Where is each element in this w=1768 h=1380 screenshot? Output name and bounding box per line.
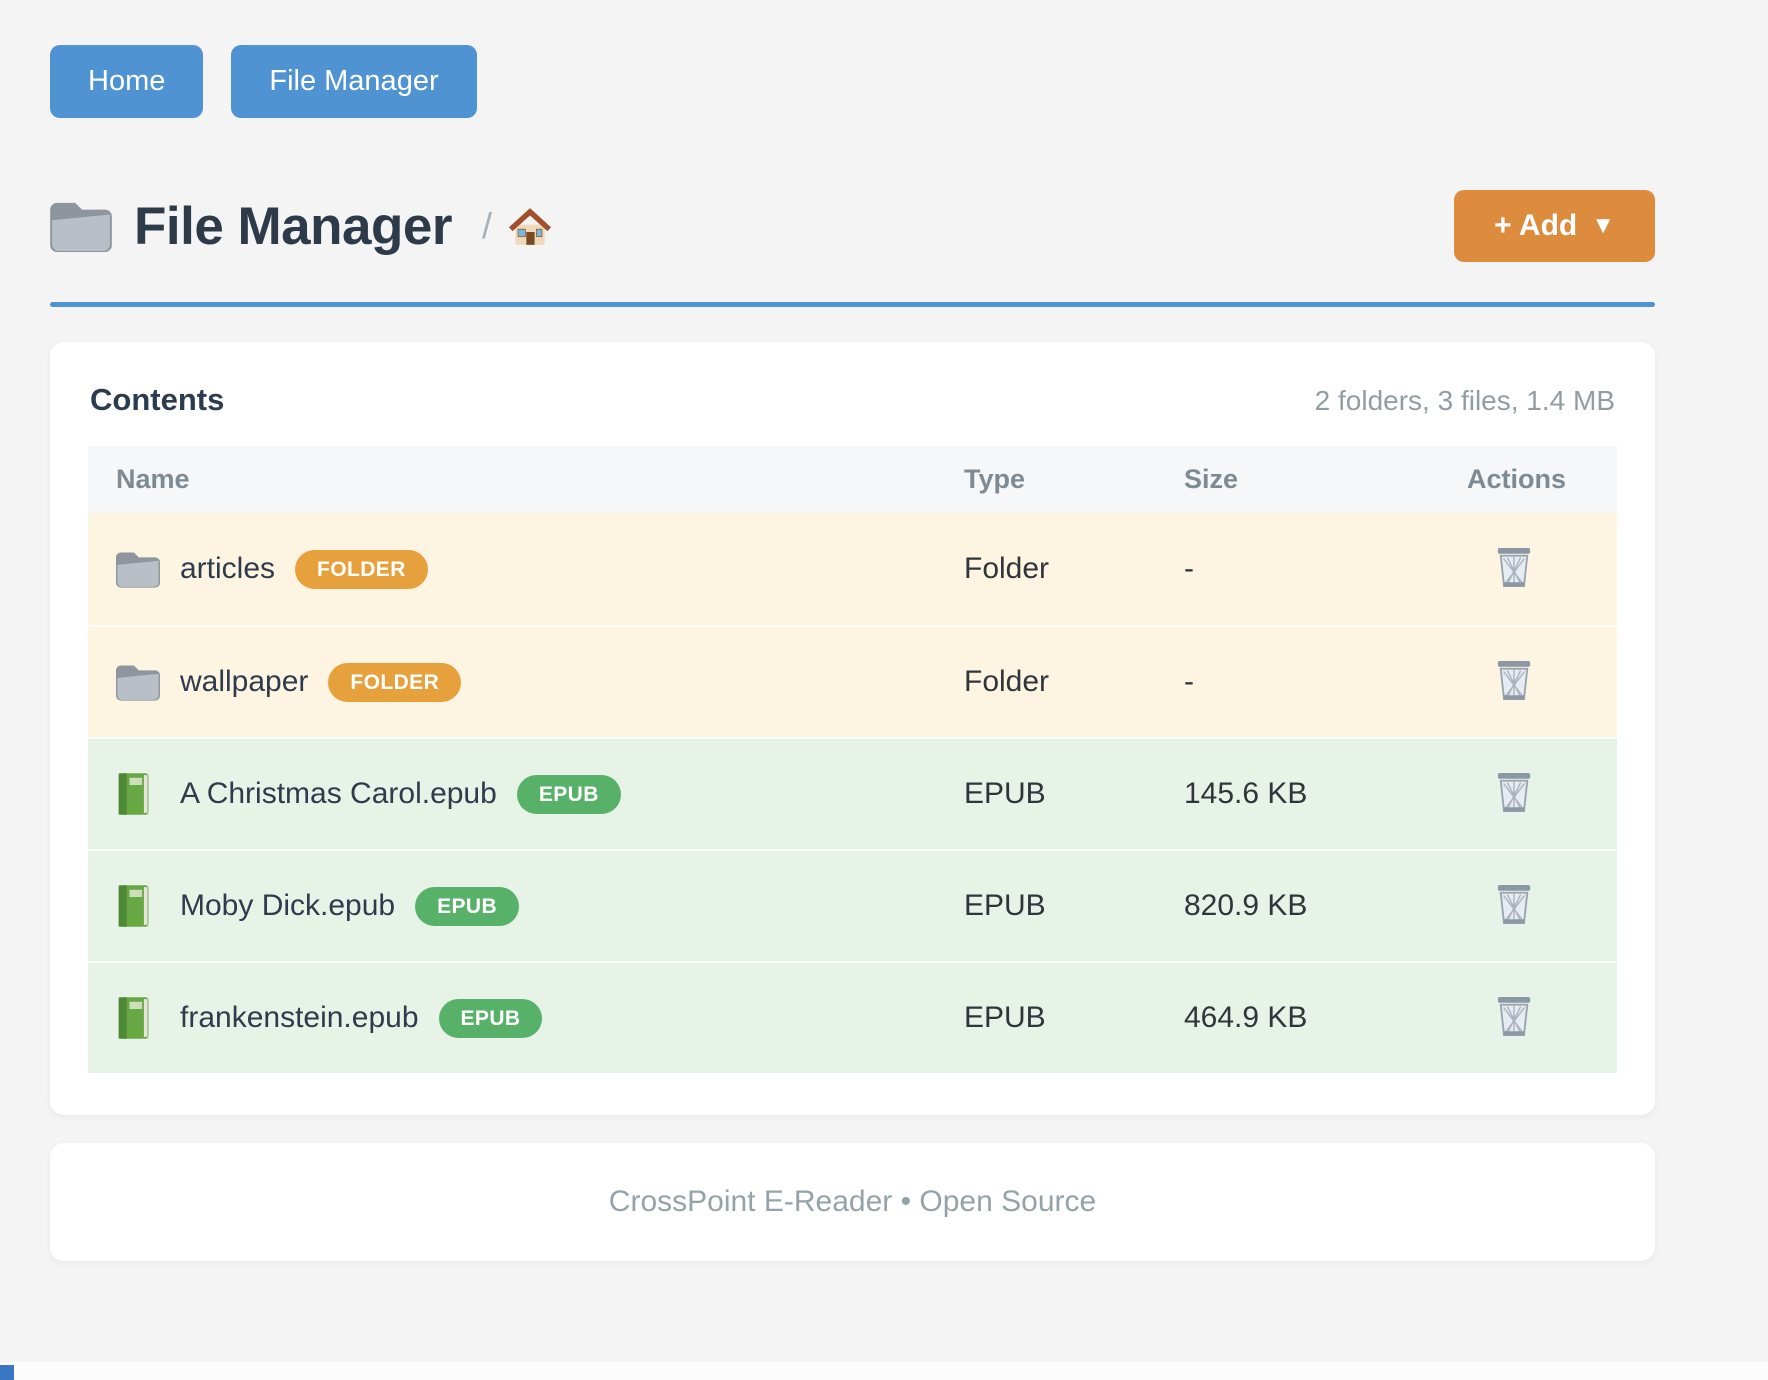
home-icon[interactable] bbox=[508, 206, 552, 247]
file-manager-nav-button[interactable]: File Manager bbox=[231, 45, 477, 118]
add-button[interactable]: + Add ▼ bbox=[1454, 190, 1655, 262]
book-icon bbox=[116, 772, 160, 816]
folder-icon bbox=[50, 202, 112, 252]
column-header-name: Name bbox=[116, 464, 190, 494]
file-size: 464.9 KB bbox=[1184, 1001, 1308, 1034]
accent-rule bbox=[50, 302, 1655, 307]
folder-icon bbox=[116, 663, 160, 701]
file-size: - bbox=[1184, 552, 1194, 585]
file-type-badge: FOLDER bbox=[295, 549, 428, 589]
footer-text: CrossPoint E-Reader • Open Source bbox=[608, 1185, 1097, 1218]
footer-card: CrossPoint E-Reader • Open Source bbox=[50, 1143, 1655, 1261]
chevron-down-icon: ▼ bbox=[1591, 212, 1615, 239]
breadcrumb: / bbox=[482, 205, 552, 247]
table-header-row: Name Type Size Actions bbox=[88, 446, 1617, 513]
folder-icon bbox=[116, 550, 160, 588]
top-nav: Home File Manager bbox=[50, 45, 1655, 118]
file-size: 820.9 KB bbox=[1184, 889, 1308, 922]
window-edge-strip bbox=[0, 1362, 1768, 1380]
table-row[interactable]: wallpaper FOLDER Folder - bbox=[88, 625, 1617, 737]
file-name-cell: Moby Dick.epub EPUB bbox=[88, 884, 964, 928]
file-table: Name Type Size Actions bbox=[88, 446, 1617, 1073]
page: Home File Manager File Manager / bbox=[50, 45, 1655, 1261]
delete-button[interactable] bbox=[1495, 546, 1533, 593]
column-header-size: Size bbox=[1184, 464, 1239, 494]
file-size: 145.6 KB bbox=[1184, 777, 1308, 810]
delete-button[interactable] bbox=[1495, 659, 1533, 706]
file-actions-cell bbox=[1467, 659, 1617, 706]
table-row[interactable]: Moby Dick.epub EPUB EPUB 820.9 KB bbox=[88, 849, 1617, 961]
file-name-cell: frankenstein.epub EPUB bbox=[88, 996, 964, 1040]
file-name-cell: wallpaper FOLDER bbox=[88, 662, 964, 702]
trash-icon bbox=[1495, 660, 1533, 706]
add-button-label: + Add bbox=[1494, 209, 1578, 242]
delete-button[interactable] bbox=[1495, 995, 1533, 1042]
delete-button[interactable] bbox=[1495, 883, 1533, 930]
file-name[interactable]: frankenstein.epub bbox=[180, 1001, 419, 1034]
file-name[interactable]: articles bbox=[180, 552, 276, 585]
contents-summary: 2 folders, 3 files, 1.4 MB bbox=[1314, 385, 1615, 416]
file-actions-cell bbox=[1467, 771, 1617, 818]
file-type: EPUB bbox=[964, 889, 1046, 922]
table-row[interactable]: A Christmas Carol.epub EPUB EPUB 145.6 K… bbox=[88, 737, 1617, 849]
file-size: - bbox=[1184, 665, 1194, 698]
column-header-type: Type bbox=[964, 464, 1026, 494]
trash-icon bbox=[1495, 996, 1533, 1042]
trash-icon bbox=[1495, 547, 1533, 593]
file-name-cell: articles FOLDER bbox=[88, 549, 964, 589]
table-row[interactable]: frankenstein.epub EPUB EPUB 464.9 KB bbox=[88, 961, 1617, 1073]
file-type: EPUB bbox=[964, 1001, 1046, 1034]
file-type-badge: FOLDER bbox=[328, 662, 462, 702]
delete-button[interactable] bbox=[1495, 771, 1533, 818]
file-name-cell: A Christmas Carol.epub EPUB bbox=[88, 772, 964, 816]
page-title: File Manager bbox=[134, 196, 452, 256]
file-type: Folder bbox=[964, 552, 1050, 585]
file-type: EPUB bbox=[964, 777, 1046, 810]
home-nav-button[interactable]: Home bbox=[50, 45, 204, 118]
book-icon bbox=[116, 996, 160, 1040]
table-row[interactable]: articles FOLDER Folder - bbox=[88, 513, 1617, 625]
contents-card-header: Contents 2 folders, 3 files, 1.4 MB bbox=[88, 382, 1617, 418]
file-type-badge: EPUB bbox=[516, 774, 621, 814]
file-actions-cell bbox=[1467, 883, 1617, 930]
file-type-badge: EPUB bbox=[438, 998, 543, 1038]
title-group: File Manager / bbox=[50, 196, 552, 257]
book-icon bbox=[116, 884, 160, 928]
breadcrumb-separator: / bbox=[481, 205, 492, 246]
file-name[interactable]: Moby Dick.epub bbox=[180, 889, 396, 922]
trash-icon bbox=[1495, 772, 1533, 818]
trash-icon bbox=[1495, 884, 1533, 930]
file-actions-cell bbox=[1467, 995, 1617, 1042]
contents-card: Contents 2 folders, 3 files, 1.4 MB Name… bbox=[50, 342, 1655, 1115]
file-name[interactable]: wallpaper bbox=[180, 665, 309, 698]
file-type-badge: EPUB bbox=[415, 886, 520, 926]
file-type: Folder bbox=[964, 665, 1050, 698]
file-name[interactable]: A Christmas Carol.epub bbox=[180, 777, 497, 810]
page-header: File Manager / + Add ▼ bbox=[50, 190, 1655, 262]
table-body: articles FOLDER Folder - bbox=[88, 513, 1617, 1073]
window-edge-artifact bbox=[0, 1365, 14, 1380]
file-actions-cell bbox=[1467, 546, 1617, 593]
column-header-actions: Actions bbox=[1467, 464, 1567, 494]
contents-heading: Contents bbox=[90, 382, 225, 417]
